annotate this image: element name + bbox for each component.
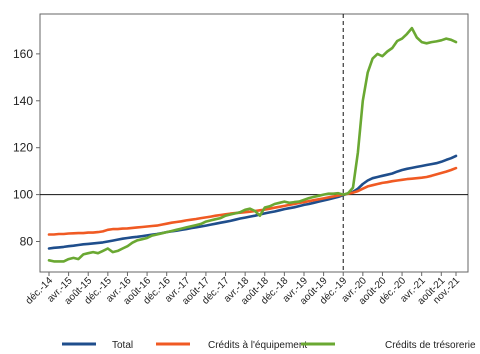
y-tick-label: 140 bbox=[13, 94, 33, 108]
legend: Total Crédits à l'équipement Crédits de tr… bbox=[62, 340, 476, 351]
y-tick-label: 80 bbox=[20, 235, 34, 249]
legend-label: Crédits de trésorerie bbox=[385, 340, 476, 351]
series-line-credits-a-l-equipement bbox=[47, 166, 458, 236]
x-axis: déc.-14avr.-15août-15déc.-15avr.-16août-… bbox=[24, 272, 462, 307]
series-layer bbox=[47, 26, 458, 263]
plot-border bbox=[39, 13, 469, 273]
plot-area bbox=[39, 13, 469, 273]
y-tick-label: 100 bbox=[13, 188, 33, 202]
series-line-total bbox=[47, 154, 458, 250]
y-tick-label: 120 bbox=[13, 141, 33, 155]
y-axis: 80 100 120 140 160 bbox=[13, 14, 468, 272]
legend-label: Total bbox=[112, 340, 133, 351]
legend-label: Crédits à l'équipement bbox=[208, 340, 307, 351]
y-tick-label: 160 bbox=[13, 47, 33, 61]
series-line-credits-de-tresorerie bbox=[47, 26, 458, 263]
